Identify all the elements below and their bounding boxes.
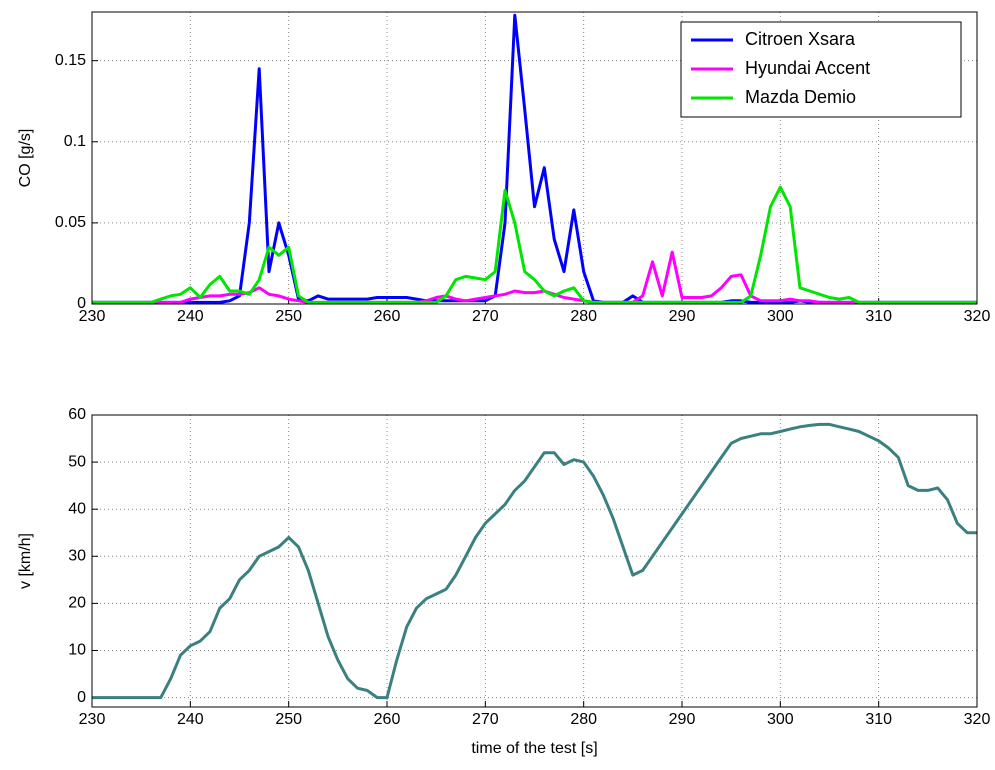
y-tick-label: 0.15 — [55, 52, 86, 69]
y-tick-label: 20 — [68, 595, 86, 612]
y-tick-label: 60 — [68, 406, 86, 423]
data-line — [92, 250, 977, 304]
x-tick-label: 240 — [177, 308, 204, 325]
y-tick-label: 0.1 — [64, 133, 86, 150]
legend-label: Mazda Demio — [745, 87, 856, 107]
x-tick-label: 290 — [669, 308, 696, 325]
x-tick-label: 270 — [472, 308, 499, 325]
y-axis-label: CO [g/s] — [17, 129, 34, 188]
x-tick-label: 230 — [79, 308, 106, 325]
data-line — [92, 185, 977, 304]
x-tick-label: 260 — [374, 711, 401, 728]
x-tick-label: 290 — [669, 711, 696, 728]
x-tick-label: 240 — [177, 711, 204, 728]
x-tick-label: 250 — [275, 711, 302, 728]
x-tick-label: 280 — [570, 308, 597, 325]
y-tick-label: 30 — [68, 548, 86, 565]
x-tick-label: 250 — [275, 308, 302, 325]
y-tick-label: 10 — [68, 642, 86, 659]
x-tick-label: 320 — [964, 711, 991, 728]
y-tick-label: 50 — [68, 453, 86, 470]
x-tick-label: 260 — [374, 308, 401, 325]
data-line — [92, 422, 977, 700]
x-tick-label: 300 — [767, 308, 794, 325]
axes-frame — [91, 11, 978, 305]
y-tick-label: 0 — [77, 689, 86, 706]
y-tick-label: 0 — [77, 295, 86, 312]
y-tick-label: 0.05 — [55, 214, 86, 231]
x-tick-label: 300 — [767, 711, 794, 728]
x-tick-label: 230 — [79, 711, 106, 728]
axes-frame — [91, 414, 978, 708]
x-axis-label: time of the test [s] — [471, 740, 597, 757]
legend-label: Hyundai Accent — [745, 58, 870, 78]
plot-area — [92, 415, 977, 707]
x-tick-label: 320 — [964, 308, 991, 325]
x-tick-label: 310 — [865, 308, 892, 325]
x-tick-label: 280 — [570, 711, 597, 728]
y-tick-label: 40 — [68, 500, 86, 517]
x-tick-label: 310 — [865, 711, 892, 728]
legend-label: Citroen Xsara — [745, 29, 856, 49]
y-axis-label: v [km/h] — [17, 533, 34, 589]
x-tick-label: 270 — [472, 711, 499, 728]
